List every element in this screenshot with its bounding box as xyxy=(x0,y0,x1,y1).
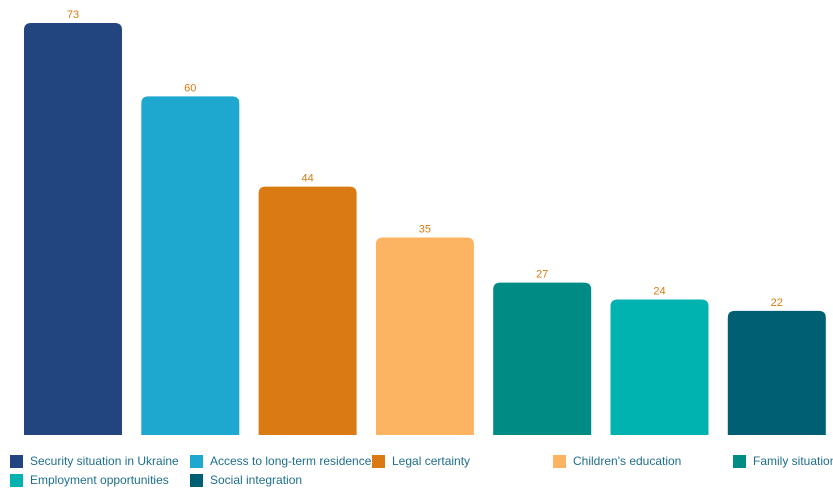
data-label-family: 27 xyxy=(536,269,548,281)
legend-swatch-employment xyxy=(10,473,23,487)
legend-swatch-social xyxy=(190,473,203,487)
legend: Security situation in Ukraine Access to … xyxy=(0,448,833,490)
legend-label-residence: Access to long-term residence xyxy=(210,454,372,468)
bar-chart: 73 60 44 35 27 24 22 xyxy=(24,9,826,435)
data-label-security: 73 xyxy=(67,9,79,21)
legend-item-education: Children's education xyxy=(553,452,681,470)
bar-social xyxy=(727,310,826,435)
legend-label-security: Security situation in Ukraine xyxy=(30,454,179,468)
legend-item-employment: Employment opportunities xyxy=(10,471,169,489)
legend-label-education: Children's education xyxy=(573,454,682,468)
legend-label-employment: Employment opportunities xyxy=(30,473,169,487)
bar-security xyxy=(24,23,122,435)
legend-swatch-family xyxy=(733,454,746,468)
bar-employment xyxy=(610,299,709,435)
legend-label-social: Social integration xyxy=(210,473,303,487)
bar-education xyxy=(375,237,474,435)
legend-swatch-education xyxy=(553,454,566,468)
legend-label-legal: Legal certainty xyxy=(392,454,471,468)
data-label-social: 22 xyxy=(771,297,783,309)
legend-swatch-legal xyxy=(372,454,385,468)
legend-item-security: Security situation in Ukraine xyxy=(10,452,179,470)
data-label-education: 35 xyxy=(419,223,431,235)
bar-family xyxy=(493,282,592,435)
data-label-legal: 44 xyxy=(301,173,313,185)
legend-item-family: Family situation xyxy=(733,452,833,470)
legend-item-residence: Access to long-term residence xyxy=(190,452,371,470)
data-label-employment: 24 xyxy=(653,286,665,298)
bar-legal xyxy=(258,186,357,435)
data-label-residence: 60 xyxy=(184,82,196,94)
legend-swatch-security xyxy=(10,454,23,468)
bar-residence xyxy=(141,96,240,435)
legend-label-family: Family situation xyxy=(753,454,833,468)
legend-item-social: Social integration xyxy=(190,471,302,489)
legend-swatch-residence xyxy=(190,454,203,468)
legend-item-legal: Legal certainty xyxy=(372,452,470,470)
